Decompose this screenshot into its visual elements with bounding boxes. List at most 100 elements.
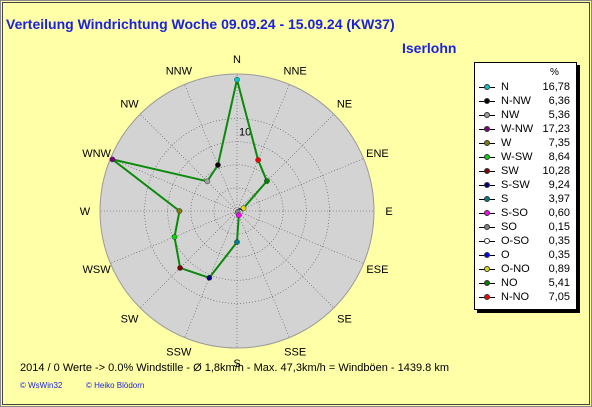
point-ne: [264, 178, 270, 184]
copyright-author: © Heiko Blödorn: [86, 381, 145, 390]
legend-entry: O 0,35: [475, 249, 576, 263]
direction-label-se: SE: [337, 313, 352, 325]
legend-marker-swatch: [484, 112, 490, 118]
legend-entry-value: 16,78: [542, 81, 570, 93]
legend-entry: SO 0,15: [475, 221, 576, 235]
legend-entry: N-NO 7,05: [475, 291, 576, 305]
grid-spoke: [236, 158, 364, 212]
legend-entry-name: S-SO: [501, 207, 528, 219]
legend-entry-name: O-NO: [501, 263, 530, 275]
wind-series: [109, 76, 270, 281]
legend-marker-swatch: [484, 196, 490, 202]
direction-label-s: S: [233, 358, 240, 370]
direction-label-ne: NE: [337, 99, 352, 111]
point-nnw: [215, 162, 221, 168]
legend-entry-name: SW: [501, 165, 519, 177]
direction-label-sw: SW: [121, 313, 139, 325]
point-nw: [204, 178, 211, 185]
legend-entry-name: SO: [501, 221, 517, 233]
point-w: [176, 208, 183, 214]
grid-spoke: [110, 158, 238, 212]
legend-marker-swatch: [484, 154, 490, 160]
legend-entry-value: 0,15: [548, 221, 570, 233]
legend-marker-swatch: [484, 168, 490, 174]
direction-label-nw: NW: [120, 99, 139, 111]
grid-spoke: [139, 210, 238, 309]
ring-label: 10: [239, 127, 251, 139]
legend-marker-swatch: [484, 266, 490, 272]
point-s: [234, 239, 240, 245]
legend-entry-value: 5,41: [548, 277, 570, 289]
legend-entry: N-NW 6,36: [475, 95, 576, 109]
statistics-footer: 2014 / 0 Werte -> 0.0% Windstille - Ø 1,…: [20, 362, 449, 374]
direction-label-w: W: [80, 206, 91, 218]
legend-entry-name: NO: [501, 277, 518, 289]
direction-label-ssw: SSW: [166, 346, 192, 358]
legend-entry: SW 10,28: [475, 165, 576, 179]
legend-marker-swatch: [484, 126, 490, 132]
point-wsw: [171, 234, 178, 240]
legend-entry-value: 0,60: [548, 207, 570, 219]
legend-marker-swatch: [484, 84, 490, 90]
legend-entry-name: W-NW: [501, 123, 534, 135]
direction-label-ene: ENE: [366, 148, 389, 160]
grid-spoke: [110, 210, 238, 264]
legend-entry-value: 7,35: [548, 137, 570, 149]
legend-entry-value: 10,28: [542, 165, 570, 177]
grid-spoke: [236, 210, 364, 264]
legend-entry-name: W-SW: [501, 151, 533, 163]
direction-label-sse: SSE: [284, 346, 306, 358]
point-nne: [255, 157, 261, 163]
point-sw: [177, 265, 183, 271]
legend-entry: N 16,78: [475, 81, 576, 95]
direction-label-e: E: [385, 206, 392, 218]
chart-title: Verteilung Windrichtung Woche 09.09.24 -…: [6, 16, 395, 32]
legend-marker-swatch: [484, 210, 490, 216]
grid-spoke: [236, 210, 335, 309]
legend-entry-value: 5,36: [548, 109, 570, 121]
grid-spoke: [184, 84, 238, 212]
direction-label-nnw: NNW: [166, 66, 193, 78]
grid-spoke: [236, 84, 290, 212]
legend-marker-swatch: [484, 280, 490, 286]
legend-entry-name: S: [501, 193, 509, 205]
station-name: Iserlohn: [402, 40, 457, 56]
legend-entry: NO 5,41: [475, 277, 576, 291]
legend-entry-name: N-NW: [501, 95, 531, 107]
legend-entry-name: W: [501, 137, 512, 149]
legend-entry: W-NW 17,23: [475, 123, 576, 137]
legend-entry-value: 8,64: [548, 151, 570, 163]
grid-spoke: [236, 113, 335, 212]
legend-marker-swatch: [484, 98, 490, 104]
legend-entry-value: 0,35: [548, 235, 570, 247]
point-ssw: [206, 274, 213, 281]
direction-label-wsw: WSW: [83, 264, 112, 276]
grid-spoke: [139, 113, 238, 212]
legend-entry-value: 7,05: [548, 291, 570, 303]
legend-entry-name: O-SO: [501, 235, 530, 247]
legend-entry: NW 5,36: [475, 109, 576, 123]
legend-entry: S-SO 0,60: [475, 207, 576, 221]
legend-marker-swatch: [484, 182, 490, 188]
direction-label-n: N: [233, 54, 241, 66]
grid-spoke: [184, 210, 238, 338]
legend-entry: O-SO 0,35: [475, 235, 576, 249]
legend-marker-swatch: [484, 140, 490, 146]
legend-entry: W 7,35: [475, 137, 576, 151]
direction-label-wnw: WNW: [82, 148, 111, 160]
direction-label-nne: NNE: [284, 66, 307, 78]
legend: % N 16,78 N-NW 6,36 NW 5,36 W-NW 17,23 W 7,35 W-SW…: [474, 62, 577, 310]
legend-entry-value: 6,36: [548, 95, 570, 107]
legend-entry-name: N: [501, 81, 509, 93]
legend-unit: %: [550, 67, 559, 78]
grid-spoke: [236, 210, 290, 338]
point-wnw: [109, 156, 116, 163]
legend-entry-name: S-SW: [501, 179, 530, 191]
point-sse: [235, 212, 242, 219]
legend-entry-name: O: [501, 249, 510, 261]
point-n: [234, 76, 240, 83]
legend-entry: S 3,97: [475, 193, 576, 207]
legend-marker-swatch: [484, 238, 490, 244]
legend-entry-value: 3,97: [548, 193, 570, 205]
